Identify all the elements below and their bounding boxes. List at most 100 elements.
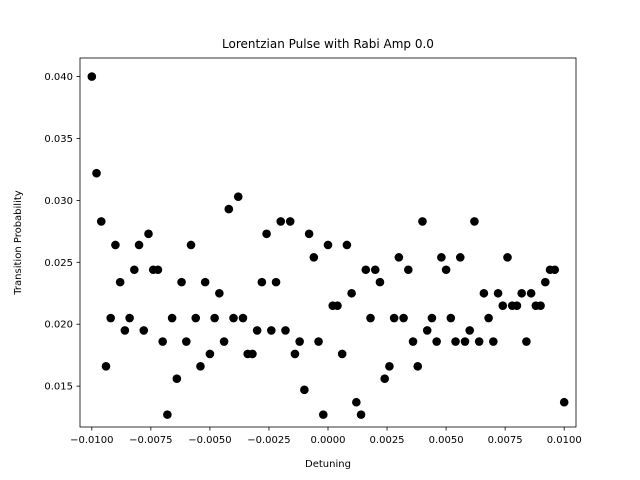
data-point <box>153 265 163 275</box>
data-point <box>115 277 125 287</box>
data-point <box>512 301 522 310</box>
x-axis-ticks: −0.0100 −0.0075 −0.0050 −0.0025 0.0000 0.0025… <box>70 427 582 446</box>
data-point <box>219 337 229 346</box>
y-tick-label: 0.025 <box>44 258 73 269</box>
data-point <box>125 313 134 323</box>
data-point <box>337 349 347 359</box>
data-point <box>375 277 385 287</box>
data-point <box>191 313 201 323</box>
data-point <box>281 326 290 335</box>
data-point <box>465 326 475 335</box>
data-point <box>134 240 144 250</box>
data-point <box>484 313 493 323</box>
data-point <box>427 313 437 323</box>
data-point <box>399 313 408 323</box>
data-point <box>314 337 323 346</box>
data-point <box>101 362 111 371</box>
data-point <box>370 265 380 275</box>
data-point <box>503 253 512 262</box>
data-point <box>92 168 101 178</box>
data-points <box>87 72 569 419</box>
data-point <box>559 397 569 407</box>
data-point <box>177 277 186 287</box>
data-point <box>323 240 333 250</box>
data-point <box>186 240 196 250</box>
data-point <box>522 337 531 346</box>
data-point <box>394 253 404 262</box>
data-point <box>111 240 120 250</box>
data-point <box>276 217 286 226</box>
data-point <box>489 337 498 346</box>
data-point <box>404 265 413 275</box>
y-axis-label: Transition Probability <box>13 190 24 295</box>
data-point <box>432 337 441 346</box>
data-point <box>120 326 130 335</box>
y-tick-label: 0.015 <box>44 382 73 393</box>
data-point <box>248 349 257 359</box>
data-point <box>271 277 281 287</box>
data-point <box>139 326 149 335</box>
data-point <box>87 72 97 81</box>
data-point <box>285 217 295 226</box>
data-point <box>479 288 489 298</box>
data-point <box>413 362 423 371</box>
data-point <box>408 337 418 346</box>
x-tick-label: −0.0050 <box>188 435 231 446</box>
y-tick-label: 0.040 <box>44 72 73 83</box>
data-point <box>210 313 219 323</box>
data-point <box>361 265 371 275</box>
data-point <box>233 192 243 201</box>
data-point <box>300 385 309 395</box>
y-axis-ticks: 0.015 0.020 0.025 0.030 0.035 0.040 <box>44 72 80 393</box>
data-point <box>333 301 342 310</box>
data-point <box>267 326 276 335</box>
x-tick-label: 0.0100 <box>547 435 582 446</box>
x-axis-label: Detuning <box>305 459 351 470</box>
data-point <box>366 313 375 323</box>
data-point <box>172 374 182 384</box>
data-point <box>541 277 550 287</box>
x-tick-label: 0.0000 <box>311 435 346 446</box>
data-point <box>347 288 356 298</box>
data-point <box>493 288 503 298</box>
data-point <box>517 288 526 298</box>
data-point <box>224 204 234 214</box>
chart-title: Lorentzian Pulse with Rabi Amp 0.0 <box>222 37 434 51</box>
data-point <box>550 265 560 275</box>
data-point <box>96 217 106 226</box>
data-point <box>451 337 460 346</box>
data-point <box>262 229 271 239</box>
data-point <box>163 410 172 419</box>
data-point <box>474 337 484 346</box>
data-point <box>526 288 536 298</box>
x-tick-label: 0.0050 <box>429 435 464 446</box>
data-point <box>342 240 352 250</box>
data-point <box>290 349 300 359</box>
data-point <box>356 410 366 419</box>
data-point <box>205 349 215 359</box>
x-tick-label: −0.0075 <box>129 435 172 446</box>
x-tick-label: 0.0075 <box>488 435 523 446</box>
data-point <box>470 217 479 226</box>
data-point <box>446 313 456 323</box>
data-point <box>460 337 470 346</box>
x-tick-label: −0.0025 <box>247 435 290 446</box>
data-point <box>252 326 262 335</box>
data-point <box>385 362 394 371</box>
data-point <box>318 410 328 419</box>
y-tick-label: 0.035 <box>44 134 73 145</box>
data-point <box>215 288 224 298</box>
data-point <box>181 337 191 346</box>
data-point <box>106 313 115 323</box>
data-point <box>229 313 238 323</box>
data-point <box>389 313 399 323</box>
y-tick-label: 0.030 <box>44 196 73 207</box>
data-point <box>455 253 465 262</box>
data-point <box>380 374 389 384</box>
data-point <box>352 397 361 407</box>
data-point <box>158 337 167 346</box>
data-point <box>418 217 427 226</box>
data-point <box>130 265 139 275</box>
